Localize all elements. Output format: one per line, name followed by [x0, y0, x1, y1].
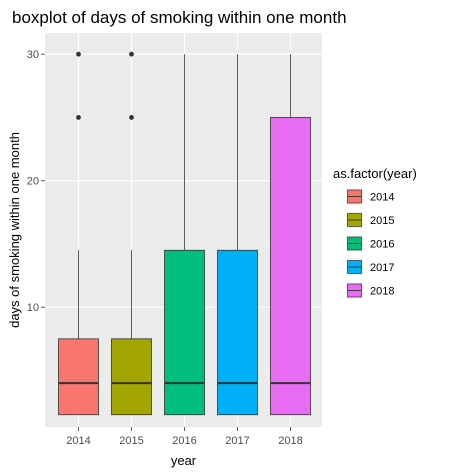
x-tick-label: 2017 — [225, 435, 249, 447]
legend-items: 2014 2015 2016 2017 2018 — [346, 188, 394, 299]
legend-item-2016: 2016 — [346, 235, 394, 252]
box-2016 — [164, 54, 205, 416]
x-axis-title: year — [171, 453, 197, 468]
legend-label: 2015 — [370, 215, 394, 227]
y-tick-label: 10 — [27, 302, 39, 314]
legend-title: as.factor(year) — [333, 166, 417, 181]
outlier-point — [76, 51, 81, 57]
legend-label: 2018 — [370, 286, 394, 298]
legend-item-2014: 2014 — [346, 188, 394, 205]
x-tick-label: 2015 — [119, 435, 143, 447]
outlier-point — [129, 51, 134, 57]
legend-item-2017: 2017 — [346, 258, 394, 276]
outlier-point — [129, 115, 134, 120]
y-tick-label: 20 — [27, 176, 39, 188]
box-body — [58, 338, 99, 416]
y-tick-label: 30 — [27, 49, 39, 61]
x-tick-label: 2014 — [66, 435, 90, 447]
y-axis-title: days of smoking within one month — [7, 132, 22, 328]
box-body — [217, 249, 258, 416]
legend-label: 2017 — [370, 262, 394, 274]
outlier-point — [76, 115, 81, 120]
x-tick-label: 2016 — [172, 435, 196, 447]
x-tick-label: 2018 — [278, 435, 302, 447]
y-axis-ticks: 10 20 30 — [27, 49, 45, 314]
box-body — [270, 117, 311, 416]
chart-title: boxplot of days of smoking within one mo… — [12, 8, 347, 27]
legend-label: 2016 — [370, 239, 394, 251]
box-2018 — [270, 54, 311, 416]
boxes-layer — [58, 51, 311, 416]
legend-item-2015: 2015 — [346, 211, 394, 229]
box-2017 — [217, 54, 258, 416]
box-body — [111, 338, 152, 416]
legend-label: 2014 — [370, 192, 394, 204]
box-2015 — [111, 51, 152, 416]
box-body — [164, 249, 205, 416]
legend-item-2018: 2018 — [346, 282, 394, 299]
legend: as.factor(year) 2014 2015 2016 2017 2018 — [333, 166, 417, 299]
box-2014 — [58, 51, 99, 416]
x-axis-ticks: 2014 2015 2016 2017 2018 — [66, 427, 303, 447]
